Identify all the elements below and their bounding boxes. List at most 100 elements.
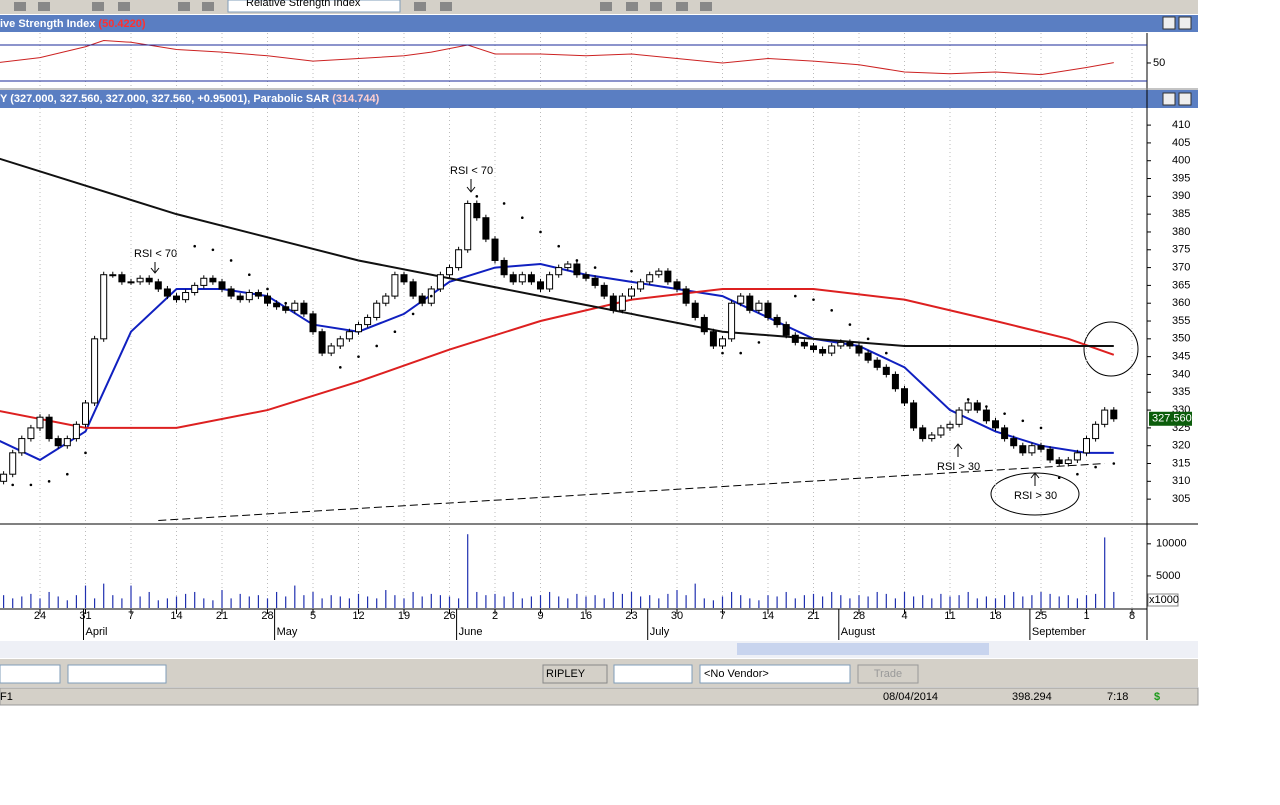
indicator-select[interactable]	[227, 0, 401, 13]
candle	[27, 427, 35, 440]
candle	[1037, 445, 1045, 450]
status-key: F1	[0, 691, 13, 703]
sar-dot	[721, 351, 724, 355]
candle	[901, 388, 908, 404]
close-button[interactable]	[1178, 92, 1192, 106]
candle	[982, 409, 990, 422]
rsi-value: (50.4220)	[98, 18, 145, 30]
candle	[564, 263, 572, 269]
x-tick-label: 2	[492, 610, 498, 622]
y-tick-label: 395	[1172, 172, 1190, 184]
sar-dot	[411, 312, 415, 316]
y-tick-label: 340	[1172, 368, 1190, 380]
vendor-select[interactable]	[699, 664, 851, 684]
sar-dot	[502, 202, 506, 205]
maximize-button[interactable]	[1162, 92, 1176, 106]
candle	[154, 281, 162, 290]
x-tick-label: 7	[719, 610, 725, 622]
rsi-title: ive Strength Index (50.4220)	[0, 18, 146, 30]
candle	[318, 331, 326, 354]
sar-dot	[375, 344, 379, 348]
x-tick-label: 12	[352, 610, 364, 622]
annotation: RSI > 30	[1014, 490, 1057, 502]
candle	[91, 338, 99, 404]
candle	[773, 316, 781, 326]
candle	[709, 331, 717, 347]
candle	[800, 341, 808, 347]
sar-dot	[1003, 412, 1006, 415]
candle	[1055, 459, 1063, 465]
candle	[145, 277, 153, 283]
candle	[491, 238, 499, 261]
candle	[282, 306, 290, 311]
x-tick-label: 16	[580, 610, 592, 622]
x-tick-label: 30	[671, 610, 683, 622]
candle	[955, 409, 963, 425]
dropdown[interactable]	[613, 664, 693, 684]
dropdown[interactable]	[0, 664, 61, 684]
candle	[691, 302, 699, 318]
symbol-box[interactable]	[542, 664, 608, 684]
candle	[837, 341, 845, 347]
candle	[0, 473, 8, 482]
status-time: 7:18	[1107, 691, 1128, 703]
candle	[455, 249, 463, 269]
candle	[63, 438, 71, 447]
sar-dot	[248, 273, 251, 277]
y-tick-label: 405	[1172, 137, 1190, 149]
sar-dot	[575, 259, 579, 262]
x-tick-label: 23	[625, 610, 637, 622]
sar-dot	[985, 405, 988, 408]
sar-dot	[885, 351, 888, 355]
price-title: Y (327.000, 327.560, 327.000, 327.560, +…	[0, 93, 380, 105]
highlight-circle	[1083, 321, 1139, 377]
candle	[846, 341, 854, 347]
close-button[interactable]	[1178, 16, 1192, 30]
candle	[1083, 438, 1090, 454]
candle	[591, 277, 599, 286]
sar-dot	[284, 301, 288, 305]
candle	[891, 373, 899, 390]
y-tick-label: 360	[1172, 297, 1190, 309]
trade-button[interactable]	[857, 664, 919, 684]
candle	[391, 274, 399, 297]
dropdown[interactable]	[67, 664, 167, 684]
candle	[446, 267, 453, 276]
y-tick-label: 380	[1172, 226, 1190, 238]
scrollbar[interactable]	[0, 641, 1198, 658]
candle	[418, 295, 426, 304]
y-tick-label: 320	[1172, 440, 1190, 452]
candle	[327, 345, 335, 354]
sar-dot	[475, 195, 479, 198]
candle	[1019, 445, 1027, 454]
y-tick-label: 385	[1172, 208, 1190, 220]
y-tick-label: 310	[1172, 475, 1190, 487]
y-tick-label: 365	[1172, 279, 1190, 291]
x-tick-label: 5	[310, 610, 316, 622]
scroll-thumb[interactable]	[737, 643, 989, 655]
moving-average	[0, 263, 1114, 462]
sar-dot	[794, 294, 797, 298]
candle	[409, 281, 417, 297]
candle	[946, 423, 954, 429]
candle	[937, 427, 945, 436]
candle	[728, 302, 736, 340]
candle	[1046, 448, 1054, 461]
y-tick-label: 350	[1172, 333, 1190, 345]
sar-dot	[521, 216, 524, 220]
candle	[464, 202, 472, 251]
candle	[191, 284, 199, 294]
candle	[910, 402, 918, 429]
maximize-button[interactable]	[1162, 16, 1176, 30]
candle	[537, 281, 544, 290]
y-tick-label: 370	[1172, 261, 1190, 273]
arrow	[953, 443, 963, 457]
sar-dot	[1039, 426, 1043, 430]
sar-dot	[739, 351, 742, 355]
candle	[737, 295, 745, 304]
x-tick-label: 28	[261, 610, 273, 622]
sar-dot	[966, 398, 970, 401]
vendor: <No Vendor>	[704, 668, 769, 680]
candle	[1010, 438, 1018, 447]
sar-dot	[229, 259, 233, 262]
